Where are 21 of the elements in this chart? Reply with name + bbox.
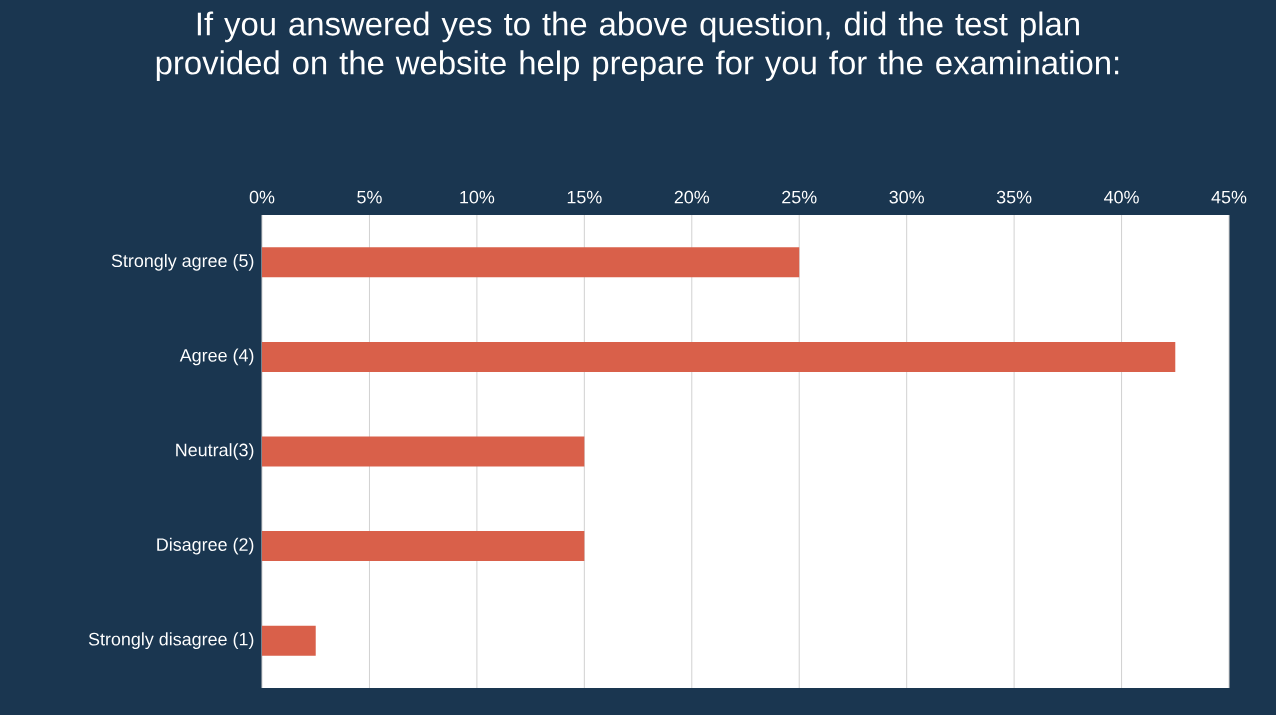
bar bbox=[262, 625, 316, 656]
bar bbox=[262, 341, 1176, 372]
bar bbox=[262, 436, 585, 467]
x-tick-label: 45% bbox=[1211, 190, 1247, 204]
x-tick-label: 35% bbox=[996, 190, 1032, 204]
y-tick-label: Strongly disagree (1) bbox=[88, 632, 254, 650]
y-tick-label: Neutral(3) bbox=[176, 443, 254, 460]
x-tick-label: 20% bbox=[674, 190, 710, 204]
y-tick-label: Agree (4) bbox=[179, 348, 254, 366]
x-tick-label: 5% bbox=[357, 190, 382, 204]
x-tick-label: 30% bbox=[889, 190, 924, 204]
y-tick-label: Strongly agree (5) bbox=[111, 253, 254, 271]
x-tick-label: 40% bbox=[1104, 190, 1139, 204]
bar bbox=[262, 531, 585, 562]
x-tick-label: 15% bbox=[567, 190, 602, 204]
y-tick-label: Disagree (2) bbox=[157, 537, 254, 555]
bar bbox=[262, 247, 800, 278]
x-tick-label: 0% bbox=[249, 190, 275, 204]
x-tick-label: 25% bbox=[782, 190, 817, 204]
chart-title: If you answered yes to the above question, did the test plan provided on the website help prepare for you for the examination: bbox=[156, 11, 1119, 82]
x-tick-label: 10% bbox=[460, 190, 495, 204]
